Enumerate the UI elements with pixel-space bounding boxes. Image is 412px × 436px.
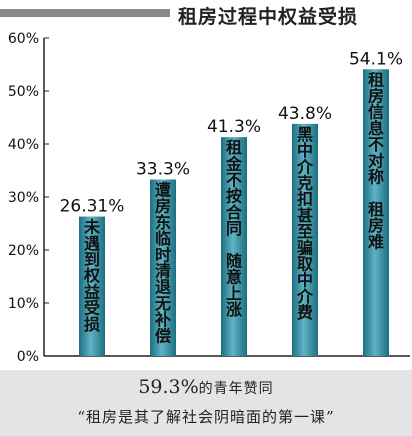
bar-category-char: 息 <box>368 119 384 138</box>
bar-category-char: 临 <box>155 229 171 248</box>
y-tick-label: 50% <box>8 84 39 100</box>
bar <box>363 69 389 356</box>
y-tick-label: 40% <box>8 137 39 153</box>
bar-category-char: 介 <box>296 157 314 176</box>
bar-category-char: 难 <box>367 232 384 251</box>
bar-category-char: 遇 <box>84 234 100 253</box>
bar-value-label: 43.8% <box>278 104 332 124</box>
bar-category-char: 信 <box>368 103 384 122</box>
bar-category-char: 骗 <box>297 238 313 257</box>
bar <box>150 179 176 356</box>
bar-category-char: 扣 <box>297 190 313 209</box>
chart-title-bar: 租房过程中权益受损 <box>0 0 412 34</box>
bar-category-char: 到 <box>84 250 100 269</box>
y-tick-label: 20% <box>8 243 39 259</box>
footer-percent: 59.3% <box>138 376 199 398</box>
bar-category-char: 受 <box>84 299 100 318</box>
bar-category-char: 上 <box>226 284 242 303</box>
bar-category-char: 克 <box>297 173 313 192</box>
bar-category-char: 按 <box>226 187 242 206</box>
bar-category-char: 涨 <box>226 300 242 319</box>
bar-category-char: 甚 <box>297 206 313 225</box>
bar <box>79 216 105 356</box>
bar-category-char: 中 <box>297 141 313 160</box>
bar-value-label: 41.3% <box>207 117 261 137</box>
bar-category-char: 无 <box>154 294 171 313</box>
y-tick-label: 30% <box>8 190 39 206</box>
bar-category-char: 房 <box>368 216 384 235</box>
y-tick-label: 10% <box>8 296 39 312</box>
bar-category-char: 对 <box>368 151 384 170</box>
bar-category-char: 未 <box>83 218 100 237</box>
bar-category-char: 不 <box>368 135 384 154</box>
bar-category-char: 随 <box>226 252 242 271</box>
footer-percent-text: 的青年赞同 <box>198 381 274 397</box>
bar-value-label: 26.31% <box>60 197 125 217</box>
bar-category-char: 权 <box>83 266 101 285</box>
bar-category-char: 取 <box>297 254 313 273</box>
bar-category-char: 租 <box>368 70 384 89</box>
footer-stat: 59.3%的青年赞同 <box>0 376 412 398</box>
footer-panel: 59.3%的青年赞同 “租房是其了解社会阴暗面的第一课” <box>0 370 412 436</box>
bar-category-char: 中 <box>297 271 313 290</box>
bar-category-char: 东 <box>155 213 171 232</box>
bar-category-char: 不 <box>226 171 242 190</box>
bar-category-char: 金 <box>225 154 243 173</box>
bar <box>221 137 247 356</box>
bar-category-char: 费 <box>297 303 313 322</box>
bar-category-char: 益 <box>84 282 100 301</box>
y-tick-label: 60% <box>8 31 39 47</box>
bar <box>292 123 318 356</box>
bar-category-char: 至 <box>297 222 313 241</box>
chart-title: 租房过程中权益受损 <box>178 6 359 28</box>
bar-category-char: 称 <box>368 167 384 186</box>
bar-value-label: 33.3% <box>136 160 190 180</box>
bar-category-char: 租 <box>368 200 384 219</box>
bar-category-char: 合 <box>226 203 243 222</box>
bar-category-char: 损 <box>84 315 100 334</box>
bar-category-char: 租 <box>226 138 242 157</box>
bar-category-char: 黑 <box>297 125 313 144</box>
title-decor-bar <box>0 9 170 17</box>
bar-category-char: 房 <box>368 86 384 105</box>
bar-category-char: 偿 <box>155 326 171 345</box>
bar-category-char: 补 <box>154 310 171 329</box>
y-tick-label: 0% <box>17 349 39 365</box>
bar-category-char: 退 <box>155 278 171 297</box>
bar-chart: 0%10%20%30%40%50%60%26.31%未遇到权益受损33.3%遭房… <box>8 31 410 365</box>
footer-quote: “租房是其了解社会阴暗面的第一课” <box>77 408 335 426</box>
bar-category-char: 时 <box>155 245 171 264</box>
bar-category-char: 清 <box>155 262 171 281</box>
bar-value-label: 54.1% <box>349 49 403 69</box>
bar-category-char: 意 <box>226 268 242 287</box>
bar-category-char: 介 <box>296 287 314 306</box>
bar-category-char: 遭 <box>155 181 171 200</box>
bar-category-char: 房 <box>155 197 171 216</box>
bar-category-char: 同 <box>226 219 242 238</box>
